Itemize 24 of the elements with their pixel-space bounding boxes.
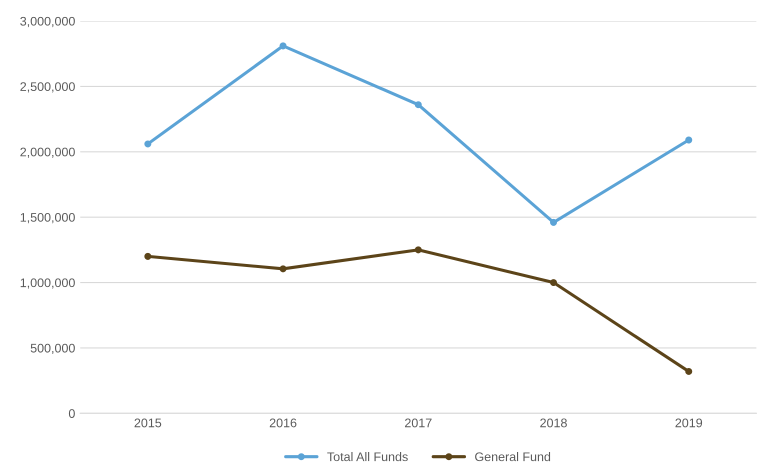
point bbox=[414, 246, 422, 254]
point bbox=[685, 136, 692, 144]
point bbox=[280, 42, 287, 50]
y-tick-label: 2,000,000 bbox=[20, 148, 75, 158]
point bbox=[550, 279, 557, 286]
x-tick-label: 2017 bbox=[405, 418, 432, 428]
x-tick-label: 2018 bbox=[540, 418, 567, 428]
legend-label: General Fund bbox=[475, 452, 550, 462]
y-tick-label: 500,000 bbox=[30, 344, 75, 354]
x-tick-label: 2019 bbox=[675, 418, 702, 428]
y-tick-label: 1,000,000 bbox=[20, 278, 75, 289]
x-tick-label: 2015 bbox=[134, 418, 162, 428]
legend-label: Total All Funds bbox=[327, 452, 408, 462]
point bbox=[144, 252, 152, 260]
point bbox=[144, 140, 152, 148]
x-tick-label: 2016 bbox=[270, 418, 296, 428]
point bbox=[550, 218, 557, 226]
y-tick-label: 0 bbox=[68, 409, 75, 418]
y-tick-label: 3,000,000 bbox=[20, 16, 75, 28]
y-tick-label: 2,500,000 bbox=[20, 82, 75, 93]
point bbox=[685, 368, 692, 375]
point bbox=[414, 101, 422, 108]
y-tick-label: 1,500,000 bbox=[20, 212, 75, 224]
point bbox=[280, 265, 287, 272]
